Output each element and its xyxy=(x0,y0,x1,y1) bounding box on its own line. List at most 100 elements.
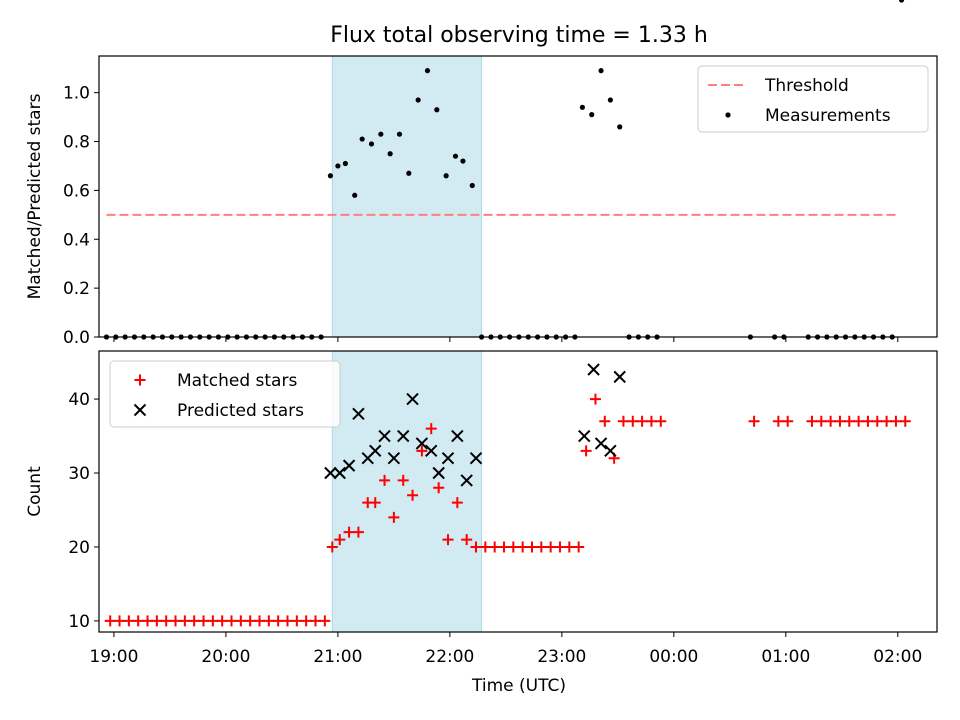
legend-matched-key xyxy=(134,374,146,386)
matched-star-point xyxy=(198,615,210,627)
measurement-point xyxy=(443,173,449,179)
y-tick-label: 0.8 xyxy=(63,133,90,153)
y-tick-label: 30 xyxy=(68,464,90,484)
predicted-star-point xyxy=(397,429,410,443)
matched-star-point xyxy=(334,534,346,546)
matched-star-point xyxy=(580,445,592,457)
matched-star-point xyxy=(489,541,501,553)
observing-window-shade xyxy=(331,350,483,633)
measurement-point xyxy=(452,153,459,159)
measurement-point xyxy=(607,97,613,103)
observing-window-shade xyxy=(331,55,483,338)
legend-label: Threshold xyxy=(764,76,849,96)
predicted-star-point xyxy=(387,452,401,465)
measurement-point xyxy=(327,173,334,179)
matched-star-point xyxy=(326,541,338,553)
top-panel: 0.0 0.2 0.4 0.6 0.8 1.0 Matched/Predicted star… xyxy=(25,0,938,348)
predicted-star-point xyxy=(441,452,455,465)
matched-star-point xyxy=(645,415,657,427)
predicted-star-point xyxy=(342,459,356,472)
matched-star-point xyxy=(881,415,893,427)
y-tick-label: 0.2 xyxy=(63,279,90,299)
measurement-point xyxy=(335,163,341,169)
y-tick-label: 0.6 xyxy=(63,181,90,201)
matched-star-point xyxy=(479,541,491,553)
matched-star-point xyxy=(554,541,566,553)
predicted-star-point xyxy=(594,437,608,450)
predicted-star-point xyxy=(425,444,438,458)
x-tick-label: 19:00 xyxy=(89,647,138,667)
legend-predicted-key xyxy=(133,403,147,417)
matched-star-point xyxy=(123,615,135,627)
matched-star-point xyxy=(517,541,529,553)
matched-star-point xyxy=(655,415,667,427)
y-tick-label: 20 xyxy=(68,538,90,558)
matched-star-point xyxy=(890,415,902,427)
matched-star-point xyxy=(188,615,200,627)
matched-star-point xyxy=(291,615,303,627)
legend-label: Measurements xyxy=(765,106,891,126)
predicted-star-point xyxy=(432,466,445,480)
predicted-star-point xyxy=(324,466,337,480)
matched-star-point xyxy=(636,415,648,427)
x-tick-label: 02:00 xyxy=(873,647,922,667)
x-tick-label: 20:00 xyxy=(201,647,250,667)
matched-star-point xyxy=(782,415,794,427)
matched-star-point xyxy=(151,615,163,627)
x-tick-label: 23:00 xyxy=(537,647,586,667)
matched-star-point xyxy=(379,474,391,486)
measurement-point xyxy=(598,68,604,74)
matched-star-point xyxy=(226,615,238,627)
matched-star-point xyxy=(160,615,172,627)
matched-star-point xyxy=(853,415,865,427)
matched-star-point xyxy=(535,541,547,553)
measurement-point xyxy=(387,151,393,157)
y-tick-label: 10 xyxy=(68,612,90,632)
predicted-star-point xyxy=(460,474,473,487)
measurement-point xyxy=(359,136,365,142)
matched-star-point xyxy=(309,615,321,627)
predicted-star-point xyxy=(352,407,365,421)
matched-star-point xyxy=(132,615,144,627)
axes-frame xyxy=(98,55,938,338)
matched-star-point xyxy=(748,415,760,427)
predicted-star-point xyxy=(613,370,626,384)
matched-star-point xyxy=(451,497,463,509)
matched-star-point xyxy=(272,615,284,627)
measurement-point xyxy=(579,104,585,110)
matched-star-point xyxy=(815,415,827,427)
measurement-point xyxy=(406,170,412,176)
y-tick-label: 40 xyxy=(68,390,90,410)
matched-star-point xyxy=(627,415,639,427)
matched-star-point xyxy=(470,541,482,553)
bottom-panel: 10 20 30 40 19:00 20:00 21:00 22:00 23:00 00:00 01… xyxy=(25,350,938,667)
measurement-point xyxy=(424,68,431,74)
y-tick-label: 0.0 xyxy=(63,328,90,348)
x-tick-label: 00:00 xyxy=(649,647,698,667)
predicted-star-point xyxy=(451,429,464,443)
matched-star-point xyxy=(254,615,266,627)
matched-star-point xyxy=(526,541,538,553)
matched-star-point xyxy=(369,497,381,509)
x-tick-label: 01:00 xyxy=(761,647,810,667)
matched-star-point xyxy=(433,482,445,494)
predicted-star-point xyxy=(333,466,346,480)
legend-box xyxy=(697,65,929,133)
matched-star-point xyxy=(352,526,364,538)
x-tick-label: 21:00 xyxy=(313,647,362,667)
matched-star-point xyxy=(617,415,629,427)
matched-star-point xyxy=(589,393,601,405)
measurement-point xyxy=(396,131,403,137)
y-tick-label: 0.4 xyxy=(63,230,90,250)
axes-frame xyxy=(98,350,938,633)
matched-star-point xyxy=(282,615,294,627)
matched-star-point xyxy=(263,615,275,627)
matched-star-point xyxy=(407,489,419,501)
matched-star-point xyxy=(425,423,437,435)
matched-star-point xyxy=(871,415,883,427)
measurement-point xyxy=(378,131,384,137)
matched-star-point xyxy=(573,541,585,553)
predicted-star-point xyxy=(587,363,600,376)
predicted-star-point xyxy=(378,429,391,443)
matched-star-point xyxy=(235,615,247,627)
